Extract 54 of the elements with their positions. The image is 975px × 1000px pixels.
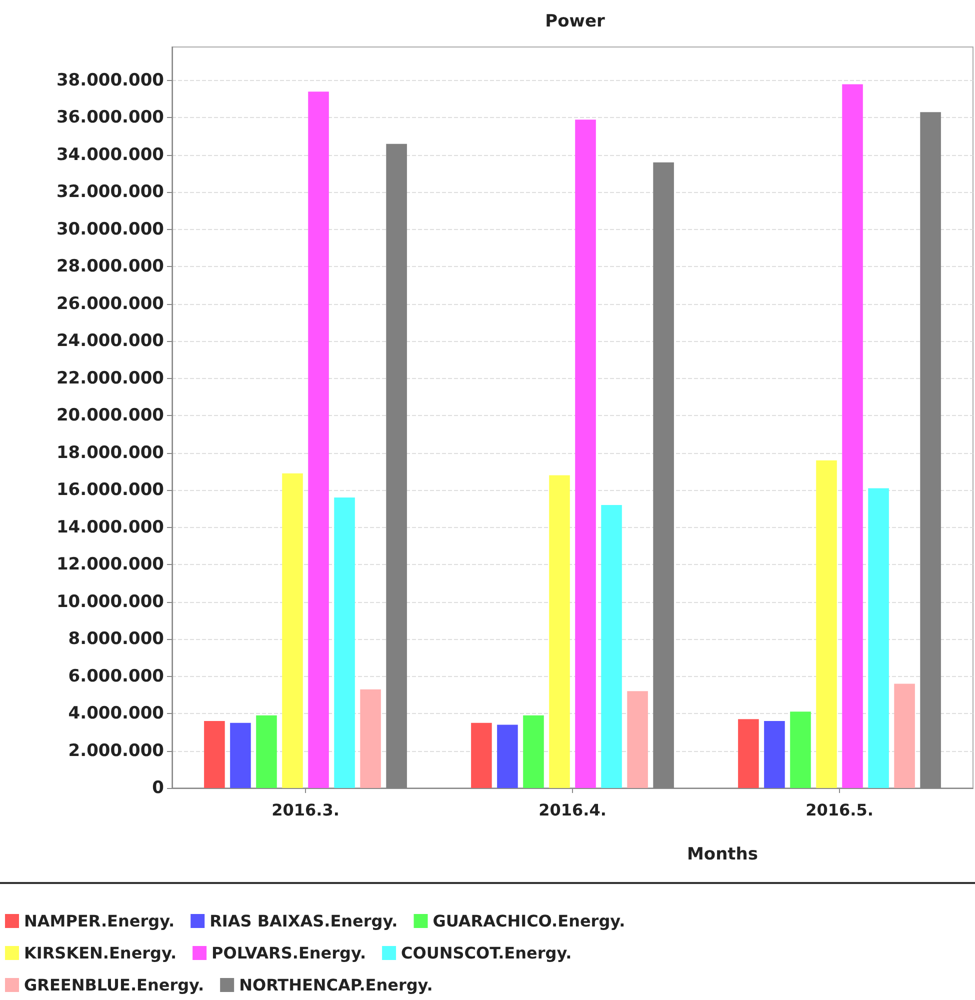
bar: [575, 120, 596, 788]
bar: [868, 488, 889, 788]
bar: [764, 720, 785, 788]
bar: [256, 715, 277, 788]
y-tick-label: 4.000.000: [68, 704, 164, 724]
bar: [816, 460, 837, 788]
y-tick-label: 34.000.000: [56, 144, 164, 165]
bar: [360, 689, 381, 788]
x-tick-label: 2016.3.: [272, 800, 340, 820]
bar: [230, 722, 251, 788]
bar: [497, 724, 518, 788]
y-tick-label: 24.000.000: [56, 331, 164, 352]
y-tick-label: 22.000.000: [56, 368, 164, 388]
bar: [601, 505, 622, 788]
bar: [842, 84, 863, 788]
bar: [308, 92, 329, 788]
y-tick-label: 18.000.000: [56, 442, 164, 463]
x-tick-label: 2016.4.: [538, 800, 606, 820]
y-tick-label: 32.000.000: [56, 182, 164, 202]
legend-label: GUARACHICO.Energy.: [432, 912, 626, 930]
y-tick-label: 0: [152, 778, 164, 798]
x-axis-title: Months: [686, 844, 758, 864]
bar: [549, 475, 570, 788]
bar: [790, 712, 811, 788]
bar: [894, 684, 915, 788]
bar: [523, 715, 544, 788]
y-tick-label: 6.000.000: [68, 666, 164, 686]
bar: [204, 720, 225, 788]
y-tick-label: 38.000.000: [56, 70, 164, 91]
legend-label: POLVARS.Energy.: [212, 944, 366, 962]
legend-label: NORTHENCAP.Energy.: [239, 976, 433, 994]
y-tick-label: 10.000.000: [56, 592, 164, 612]
y-tick-label: 8.000.000: [68, 629, 164, 650]
x-tick-label: 2016.5.: [806, 800, 874, 820]
y-tick-label: 16.000.000: [56, 480, 164, 500]
y-tick-label: 2.000.000: [68, 740, 164, 761]
legend-label: COUNSCOT.Energy.: [401, 944, 572, 962]
bar: [738, 719, 759, 788]
chart-title: Power: [545, 12, 606, 32]
y-tick-label: 14.000.000: [56, 517, 164, 538]
y-tick-label: 12.000.000: [56, 554, 164, 575]
legend-label: KIRSKEN.Energy.: [24, 944, 177, 962]
y-tick-label: 26.000.000: [56, 294, 164, 314]
bar: [471, 722, 492, 788]
y-tick-label: 36.000.000: [56, 108, 164, 128]
bar: [627, 691, 648, 788]
y-tick-label: 28.000.000: [56, 256, 164, 277]
bar: [282, 473, 303, 788]
legend-label: GREENBLUE.Energy.: [24, 976, 204, 994]
y-tick-label: 30.000.000: [56, 219, 164, 240]
bar: [334, 498, 355, 788]
legend-label: NAMPER.Energy.: [24, 912, 175, 930]
y-tick-label: 20.000.000: [56, 406, 164, 426]
legend-label: RIAS BAIXAS.Energy.: [210, 912, 398, 930]
